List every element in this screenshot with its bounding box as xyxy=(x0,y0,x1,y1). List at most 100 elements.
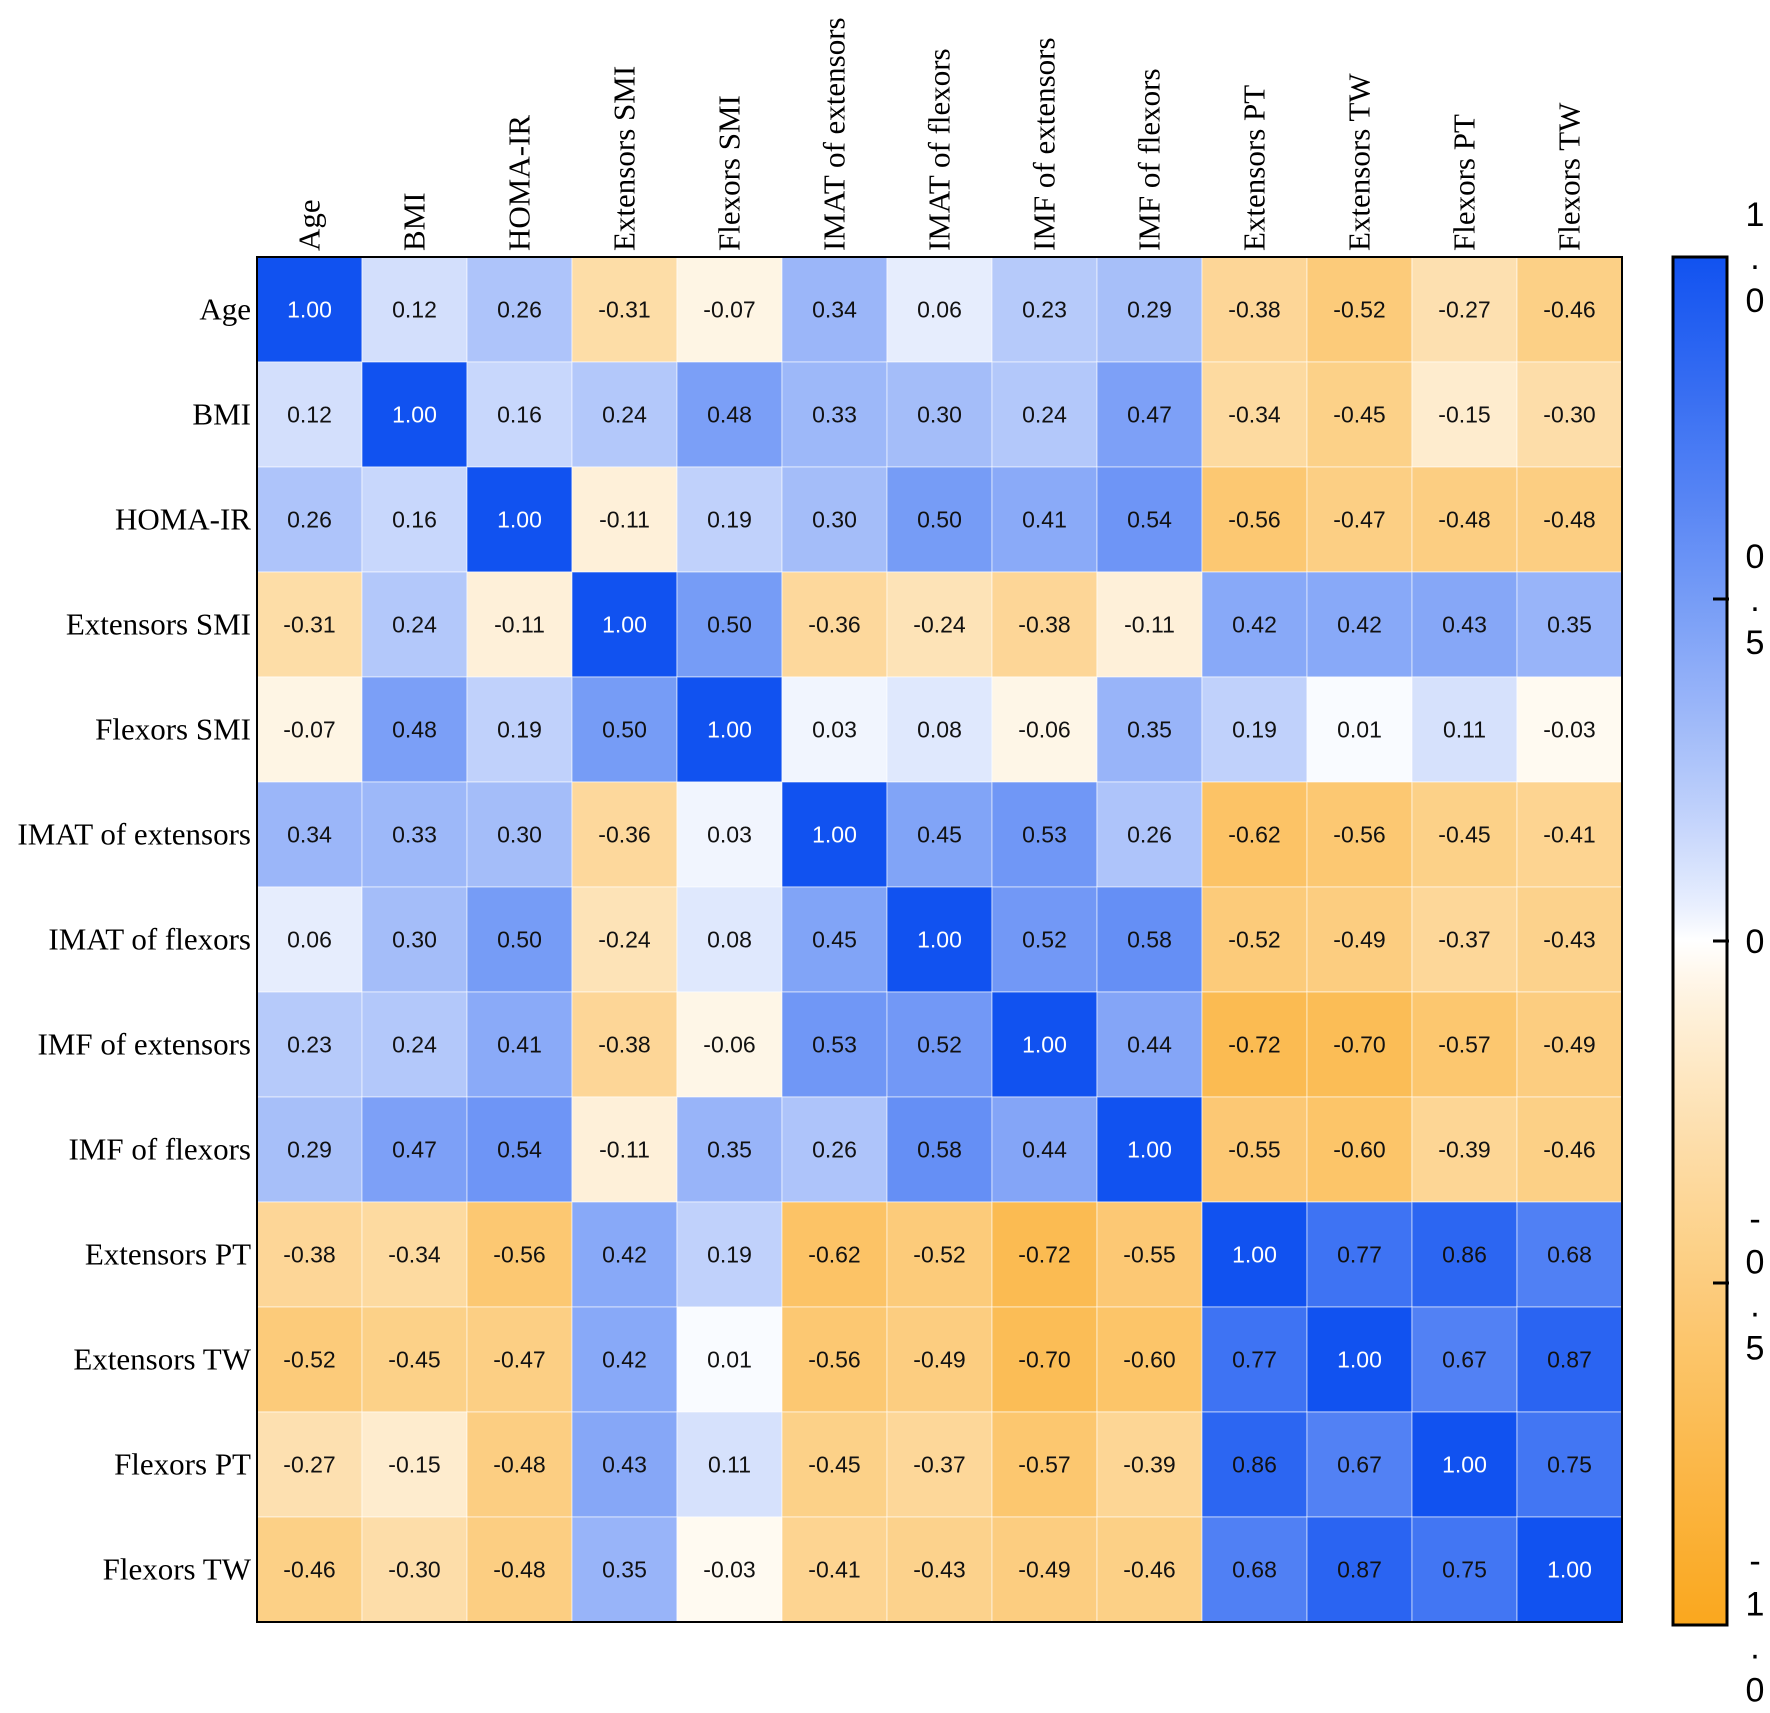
cell-value-label: -0.38 xyxy=(283,1242,335,1268)
heatmap-cell xyxy=(991,991,1098,1098)
cell-value-label: 0.43 xyxy=(602,1452,647,1478)
cell-value-label: 0.45 xyxy=(812,927,857,953)
column-label: Extensors PT xyxy=(1237,85,1272,251)
cell-value-label: 0.24 xyxy=(1022,402,1067,428)
cell-value-label: 0.58 xyxy=(1127,927,1172,953)
heatmap-cell xyxy=(991,571,1098,678)
heatmap-cell xyxy=(466,361,573,468)
cell-value-label: -0.36 xyxy=(808,612,860,638)
row-label: BMI xyxy=(192,397,251,432)
row-labels: Age BMI HOMA-IR Extensors SMI Flexors SMI IMA… xyxy=(17,292,251,1587)
heatmap-cell xyxy=(466,1516,573,1623)
cell-value-label: -0.15 xyxy=(388,1452,440,1478)
colorbar: 1. 0 0. 5 0 -0. 5 -1. 0 xyxy=(1671,196,1765,1710)
heatmap-cell xyxy=(1516,466,1623,573)
cell-value-label: 0.75 xyxy=(1547,1452,1592,1478)
cell-value-label: 0.42 xyxy=(602,1242,647,1268)
cell-value-label: -0.27 xyxy=(283,1452,335,1478)
column-label: HOMA-IR xyxy=(502,115,537,251)
cell-value-label: -0.30 xyxy=(1543,402,1595,428)
heatmap-cell xyxy=(1201,466,1308,573)
cell-value-label: 0.19 xyxy=(497,717,542,743)
heatmap-cell xyxy=(571,571,678,678)
row-label: IMAT of flexors xyxy=(48,922,251,957)
colorbar-tick-label: 0 xyxy=(1746,923,1765,961)
cell-value-label: -0.62 xyxy=(1228,822,1280,848)
heatmap-cell xyxy=(1411,466,1518,573)
cell-value-label: 0.26 xyxy=(287,507,332,533)
heatmap-cell xyxy=(1096,781,1203,888)
heatmap-cell xyxy=(1306,1096,1413,1203)
cell-value-label: -0.52 xyxy=(913,1242,965,1268)
cell-value-label: 0.03 xyxy=(812,717,857,743)
cell-value-label: 0.08 xyxy=(917,717,962,743)
heatmap-cell xyxy=(1201,1201,1308,1308)
heatmap-cell xyxy=(1306,991,1413,1098)
cell-value-label: 0.08 xyxy=(707,927,752,953)
heatmap-cell xyxy=(1306,1306,1413,1413)
row-label: Flexors PT xyxy=(114,1447,251,1482)
cell-value-label: -0.46 xyxy=(283,1557,335,1583)
heatmap-cell xyxy=(1411,781,1518,888)
cell-value-label: -0.11 xyxy=(599,507,650,533)
heatmap-cell-values: 1.00 0.12 0.26 -0.31 -0.07 0.34 0.06 0.23 0.29 -0… xyxy=(283,297,1595,1583)
cell-value-label: -0.60 xyxy=(1123,1347,1175,1373)
cell-value-label: 0.86 xyxy=(1232,1452,1277,1478)
heatmap-cell xyxy=(361,1096,468,1203)
cell-value-label: 0.42 xyxy=(1232,612,1277,638)
cell-value-label: 0.52 xyxy=(917,1032,962,1058)
cell-value-label: 1.00 xyxy=(1127,1137,1172,1163)
heatmap-cell xyxy=(886,1096,993,1203)
heatmap-cell xyxy=(466,676,573,783)
heatmap-frame xyxy=(256,256,1623,1623)
heatmap-cell xyxy=(1306,1411,1413,1518)
heatmap-cell xyxy=(991,1306,1098,1413)
cell-value-label: -0.48 xyxy=(1438,507,1490,533)
heatmap-cell xyxy=(1306,1516,1413,1623)
heatmap-cell xyxy=(1306,781,1413,888)
cell-value-label: 1.00 xyxy=(1232,1242,1277,1268)
cell-value-label: 0.34 xyxy=(287,822,332,848)
cell-value-label: 0.03 xyxy=(707,822,752,848)
heatmap-cell xyxy=(886,781,993,888)
heatmap-cell xyxy=(676,361,783,468)
cell-value-label: 1.00 xyxy=(1442,1452,1487,1478)
heatmap-cell xyxy=(1306,571,1413,678)
heatmap-cell xyxy=(991,256,1098,363)
heatmap-cell xyxy=(1096,1516,1203,1623)
cell-value-label: 0.30 xyxy=(917,402,962,428)
cell-value-label: -0.24 xyxy=(598,927,651,953)
heatmap-cell xyxy=(781,1201,888,1308)
heatmap-cell xyxy=(886,1201,993,1308)
heatmap-cell xyxy=(256,1306,363,1413)
column-label: IMAT of flexors xyxy=(922,48,957,251)
heatmap-cell xyxy=(1411,991,1518,1098)
heatmap-cell xyxy=(466,1096,573,1203)
heatmap-cell xyxy=(1201,256,1308,363)
heatmap-cell xyxy=(676,1516,783,1623)
heatmap-cell xyxy=(676,886,783,993)
heatmap-cell xyxy=(1516,1306,1623,1413)
heatmap-cell xyxy=(256,256,363,363)
cell-value-label: 0.45 xyxy=(917,822,962,848)
column-label: IMF of flexors xyxy=(1132,68,1167,251)
heatmap-cell xyxy=(1516,256,1623,363)
heatmap-cell xyxy=(781,1411,888,1518)
heatmap-cell xyxy=(781,886,888,993)
heatmap-cell xyxy=(781,1516,888,1623)
cell-value-label: 0.42 xyxy=(602,1347,647,1373)
cell-value-label: -0.49 xyxy=(1333,927,1385,953)
cell-value-label: -0.45 xyxy=(388,1347,440,1373)
heatmap-cell xyxy=(991,781,1098,888)
colorbar-tick-label: -1. 0 xyxy=(1746,1543,1765,1710)
cell-value-label: -0.48 xyxy=(493,1452,545,1478)
cell-value-label: 0.33 xyxy=(812,402,857,428)
heatmap-cell xyxy=(466,1201,573,1308)
cell-value-label: 0.68 xyxy=(1232,1557,1277,1583)
cell-value-label: 0.48 xyxy=(707,402,752,428)
cell-value-label: -0.06 xyxy=(703,1032,755,1058)
heatmap-cell xyxy=(571,1411,678,1518)
heatmap-cell xyxy=(361,781,468,888)
heatmap-cell xyxy=(571,256,678,363)
cell-value-label: 0.86 xyxy=(1442,1242,1487,1268)
